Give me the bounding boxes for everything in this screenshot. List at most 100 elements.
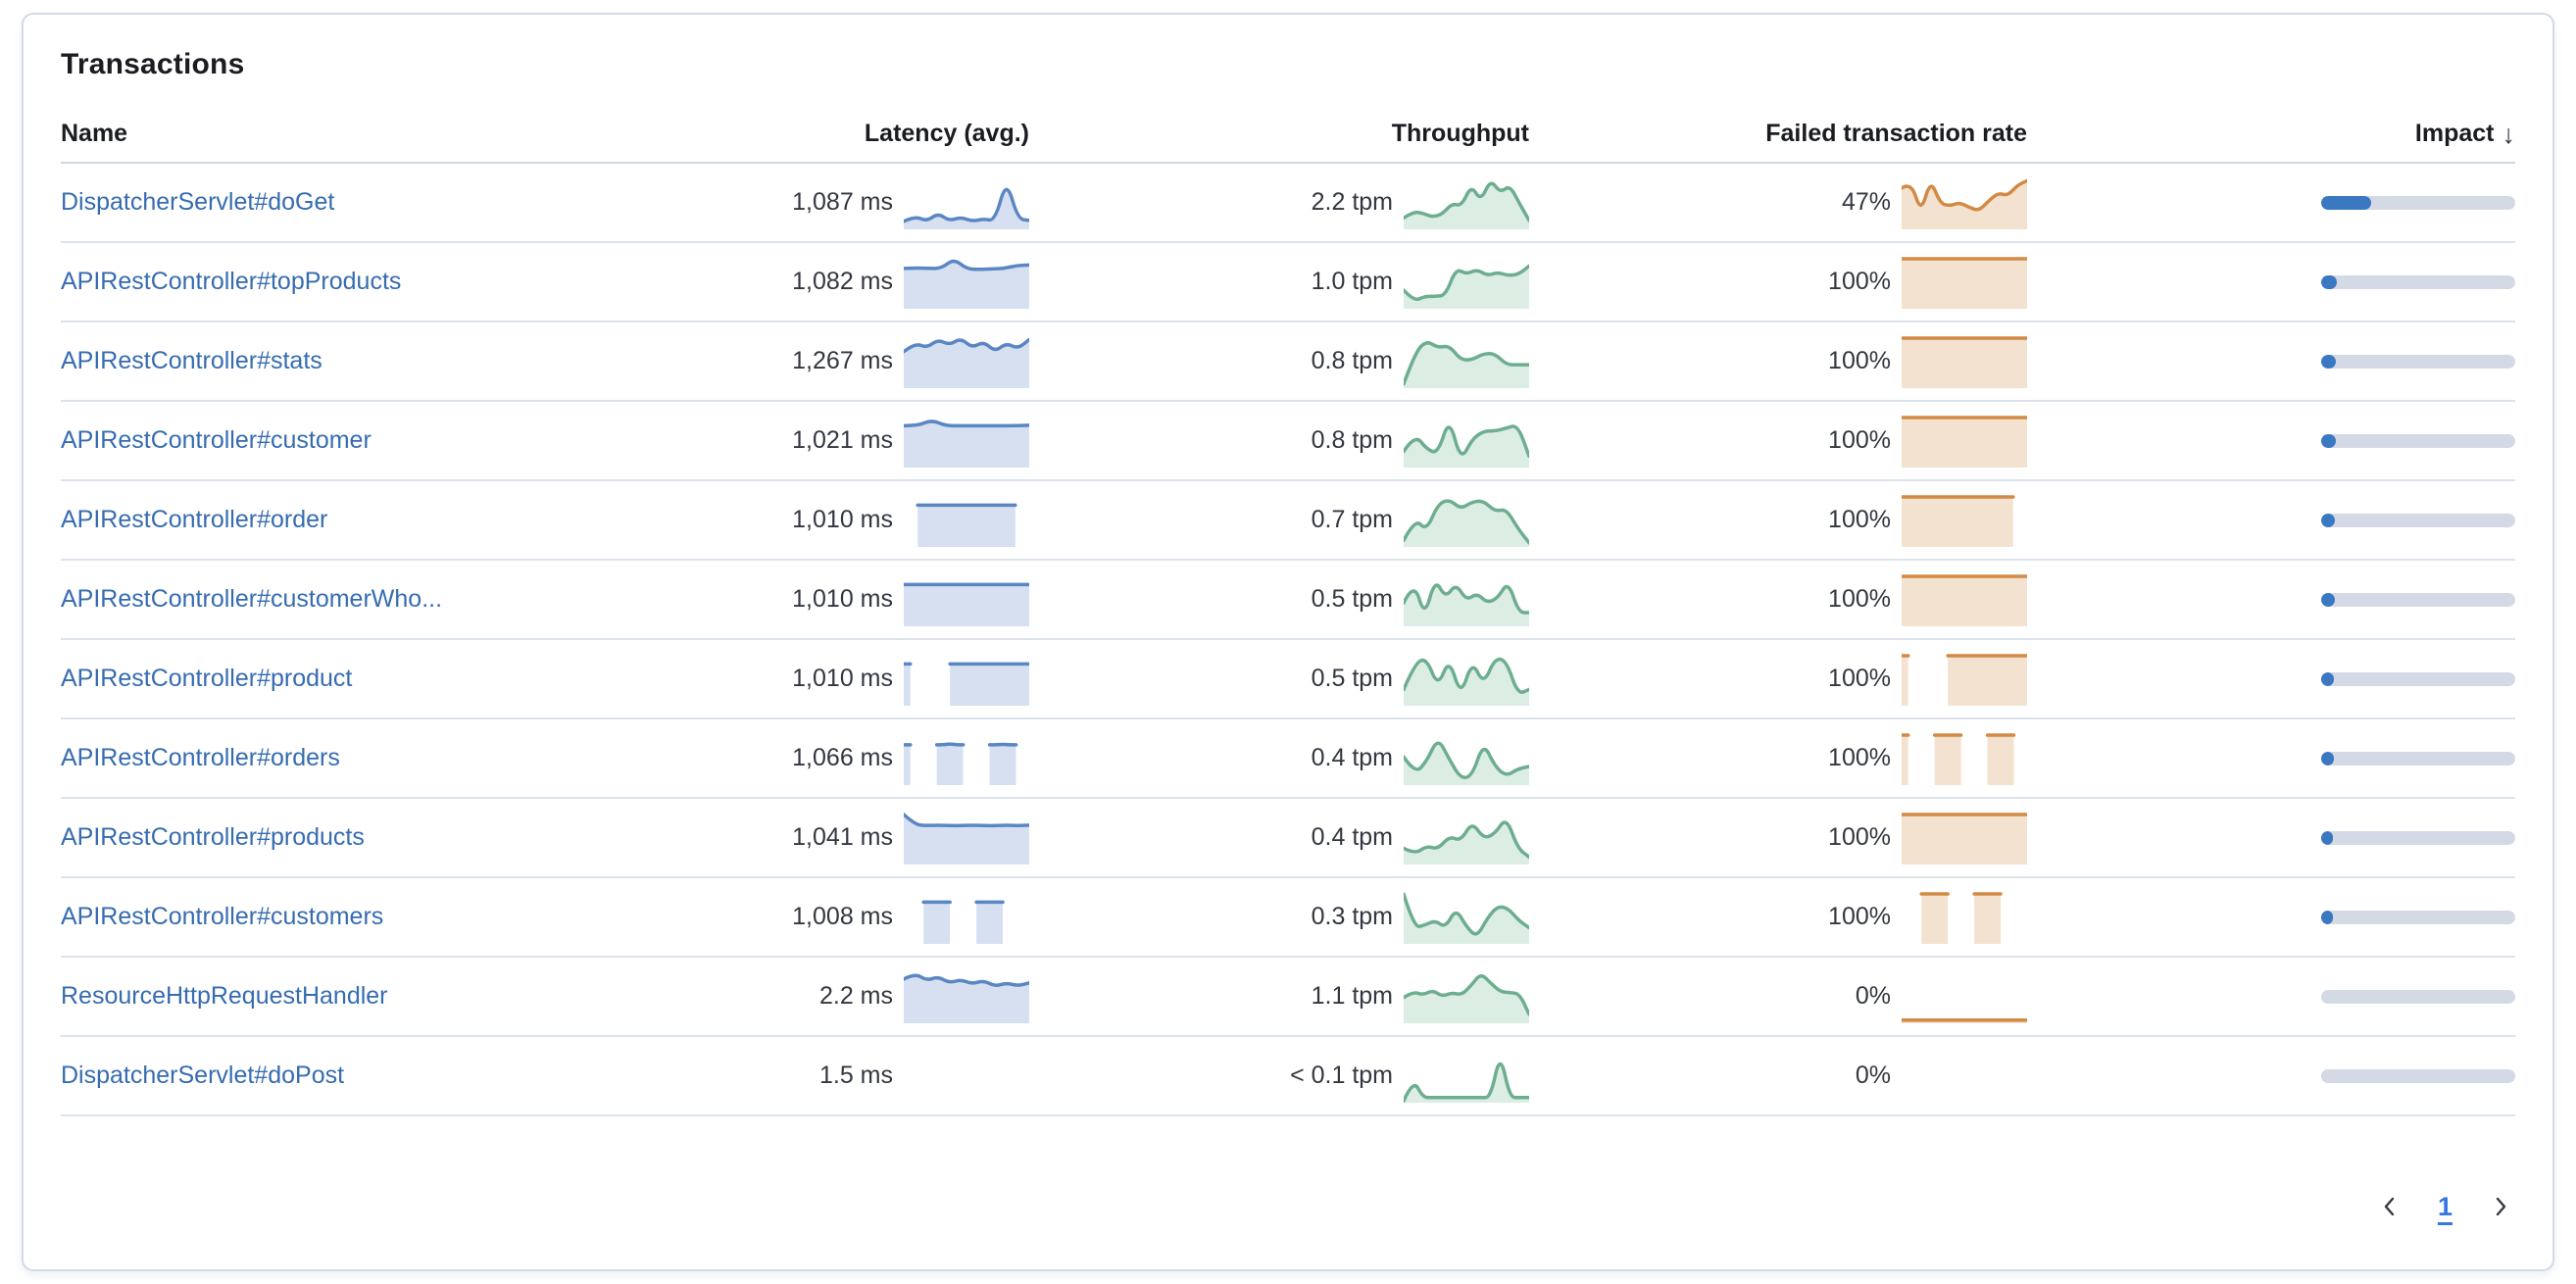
name-cell: APIRestController#order [61,506,598,534]
failed-rate-cell: 47% [1529,176,2027,229]
latency-cell: 1,010 ms [598,494,1029,547]
latency-sparkline [916,503,1017,547]
table-row: APIRestController#customer 1,021 ms 0.8 … [61,402,2515,481]
transaction-name-link[interactable]: ResourceHttpRequestHandler [61,982,388,1010]
failed-rate-sparkline [1902,256,2027,309]
throughput-value: 1.0 tpm [1311,268,1393,295]
throughput-sparkline [1404,340,1529,388]
name-cell: APIRestController#topProducts [61,268,598,296]
throughput-cell: 1.0 tpm [1029,256,1529,309]
failed-rate-value: 0% [1855,982,1891,1010]
latency-cell: 1,021 ms [598,415,1029,468]
throughput-value: < 0.1 tpm [1290,1062,1393,1089]
transaction-name-link[interactable]: DispatcherServlet#doGet [61,188,335,216]
latency-value: 1,010 ms [792,585,893,613]
impact-bar [2321,195,2515,210]
name-cell: APIRestController#customers [61,903,598,931]
failed-rate-sparkline [1902,415,2027,468]
failed-rate-cell: 0% [1529,970,2027,1023]
latency-sparkline [904,419,1029,468]
failed-rate-value: 100% [1828,426,1891,454]
impact-bar [2321,354,2515,369]
throughput-value: 0.7 tpm [1311,506,1393,533]
previous-page-button[interactable] [2375,1192,2404,1221]
failed-rate-value: 47% [1841,188,1891,216]
failed-rate-cell: 100% [1529,256,2027,309]
latency-value: 1,082 ms [792,268,893,295]
impact-cell [2027,1068,2515,1083]
throughput-sparkline [1404,1062,1529,1103]
latency-sparkline [921,900,1005,944]
next-page-button[interactable] [2486,1192,2515,1221]
failed-rate-sparkline [1902,653,2027,706]
throughput-cell: 2.2 tpm [1029,176,1529,229]
transaction-name-link[interactable]: APIRestController#order [61,506,328,533]
latency-sparkline [904,259,1029,309]
transactions-card: Transactions Name Latency (avg.) Through… [22,13,2554,1271]
latency-value: 1,010 ms [792,506,893,533]
transaction-name-link[interactable]: APIRestController#customerWho... [61,585,443,613]
transaction-name-link[interactable]: APIRestController#topProducts [61,268,402,295]
column-header-name[interactable]: Name [61,119,128,147]
latency-sparkline [904,1050,1029,1103]
impact-cell [2027,989,2515,1004]
latency-cell: 1,010 ms [598,573,1029,626]
failed-rate-cell: 100% [1529,891,2027,944]
impact-cell [2027,274,2515,289]
transaction-name-link[interactable]: APIRestController#customers [61,903,384,930]
impact-bar [2321,910,2515,924]
name-cell: APIRestController#customer [61,426,598,455]
latency-value: 1.5 ms [818,1062,893,1089]
sort-desc-icon: ↓ [2502,119,2516,149]
table-row: APIRestController#topProducts 1,082 ms 1… [61,243,2515,322]
impact-bar-fill [2321,354,2336,369]
transaction-name-link[interactable]: DispatcherServlet#doPost [61,1062,345,1089]
impact-bar [2321,671,2515,686]
latency-sparkline [904,662,1029,706]
latency-cell: 1,041 ms [598,812,1029,864]
impact-cell [2027,671,2515,686]
throughput-sparkline [1404,264,1529,309]
impact-cell [2027,354,2515,369]
page-number-1[interactable]: 1 [2437,1191,2452,1221]
chevron-left-icon [2384,1197,2395,1216]
failed-rate-cell: 100% [1529,415,2027,468]
impact-bar [2321,592,2515,607]
column-header-failed-rate[interactable]: Failed transaction rate [1765,119,2027,147]
throughput-cell: < 0.1 tpm [1029,1050,1529,1103]
impact-bar [2321,1068,2515,1083]
failed-rate-value: 100% [1828,585,1891,613]
column-header-impact[interactable]: Impact ↓ [2027,119,2515,149]
column-header-latency[interactable]: Latency (avg.) [864,119,1029,147]
impact-cell [2027,910,2515,924]
column-header-impact-label: Impact [2414,119,2495,147]
failed-rate-value: 100% [1828,506,1891,533]
throughput-cell: 0.5 tpm [1029,573,1529,626]
latency-sparkline [904,812,1029,864]
throughput-cell: 0.7 tpm [1029,494,1529,547]
transaction-name-link[interactable]: APIRestController#product [61,665,353,692]
transaction-name-link[interactable]: APIRestController#products [61,823,365,851]
throughput-sparkline [1404,819,1529,864]
impact-bar [2321,433,2515,448]
transaction-name-link[interactable]: APIRestController#customer [61,426,372,454]
failed-rate-sparkline [1902,335,2027,388]
impact-cell [2027,592,2515,607]
pagination: 1 [61,1185,2515,1228]
impact-bar [2321,989,2515,1004]
page-title: Transactions [61,48,245,80]
latency-cell: 1,082 ms [598,256,1029,309]
name-cell: APIRestController#product [61,665,598,693]
transaction-name-link[interactable]: APIRestController#orders [61,744,340,771]
table-row: APIRestController#customerWho... 1,010 m… [61,561,2515,640]
impact-bar-fill [2321,195,2372,210]
throughput-cell: 0.3 tpm [1029,891,1529,944]
impact-bar-fill [2321,910,2333,924]
transaction-name-link[interactable]: APIRestController#stats [61,347,322,374]
throughput-value: 0.8 tpm [1311,426,1393,454]
latency-sparkline [904,337,1029,388]
table-body: DispatcherServlet#doGet 1,087 ms 2.2 tpm… [61,164,2515,1116]
latency-value: 1,087 ms [792,188,893,216]
column-header-throughput[interactable]: Throughput [1391,119,1529,147]
name-cell: APIRestController#customerWho... [61,585,598,614]
